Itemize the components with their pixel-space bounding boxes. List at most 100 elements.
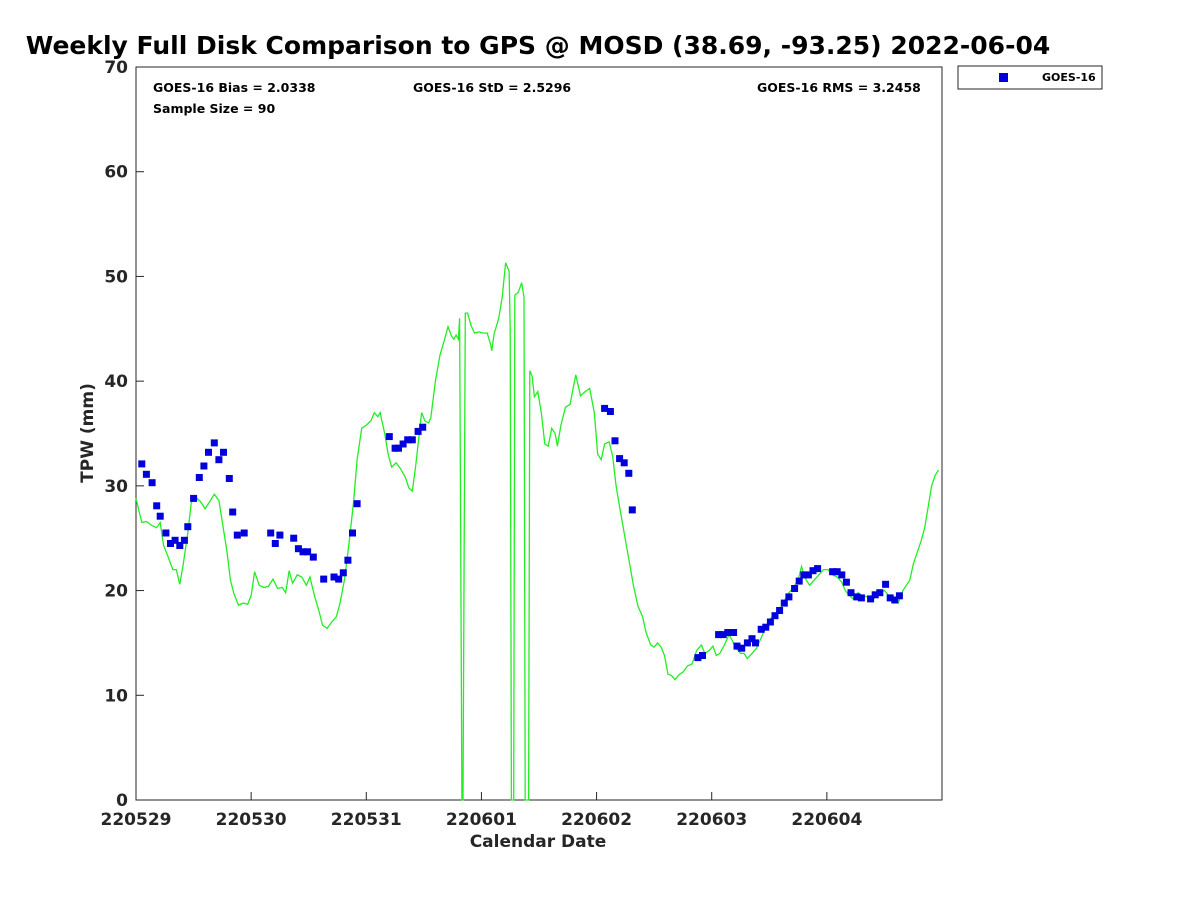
x-tick-label-220601: 220601 (446, 810, 517, 830)
goes-point-35 (349, 529, 356, 537)
goes-point-13 (200, 462, 208, 470)
x-tick-label-220530: 220530 (216, 810, 287, 830)
goes-point-41 (404, 436, 412, 444)
goes-point-1 (142, 470, 150, 478)
goes-point-32 (335, 575, 343, 583)
goes-point-2 (148, 479, 156, 487)
goes-point-19 (229, 508, 237, 516)
goes-point-46 (606, 408, 614, 415)
goes-point-72 (800, 571, 808, 579)
goes-point-8 (176, 542, 184, 549)
goes-point-48 (616, 455, 624, 463)
goes-point-78 (838, 571, 846, 579)
std-stat: GOES-16 StD = 2.5296 (413, 80, 571, 95)
goes-point-37 (385, 433, 393, 441)
x-tick-label-220529: 220529 (101, 810, 172, 830)
goes-point-9 (180, 536, 188, 544)
goes-point-31 (330, 573, 338, 581)
rms-stat: GOES-16 RMS = 3.2458 (757, 80, 921, 95)
y-tick-label-40: 40 (104, 372, 128, 392)
goes-point-53 (699, 652, 706, 659)
goes-point-70 (791, 585, 799, 592)
goes-point-28 (304, 548, 312, 556)
goes-point-75 (814, 565, 822, 573)
y-tick-label-50: 50 (104, 267, 128, 287)
goes-point-74 (809, 567, 817, 575)
goes-point-23 (271, 540, 279, 547)
x-tick-label-220604: 220604 (791, 810, 862, 830)
goes-point-52 (694, 654, 702, 662)
goes-point-73 (804, 571, 812, 579)
goes-point-43 (414, 427, 422, 435)
goes-point-54 (715, 631, 723, 639)
legend-label-goes: GOES-16 (1042, 71, 1096, 84)
goes-point-20 (233, 531, 241, 539)
x-tick-label-220603: 220603 (676, 810, 747, 830)
goes-point-88 (891, 596, 899, 604)
goes-point-42 (408, 436, 416, 444)
legend-marker-goes (999, 73, 1008, 82)
legend-box (957, 65, 1103, 90)
goes-point-3 (153, 502, 161, 510)
x-axis-label: Calendar Date (470, 832, 607, 852)
goes-point-18 (225, 475, 233, 482)
plot-area (135, 66, 943, 801)
chart-title: Weekly Full Disk Comparison to GPS @ MOS… (26, 31, 1050, 60)
goes-point-58 (733, 642, 741, 650)
y-tick-label-70: 70 (104, 58, 128, 78)
goes-point-47 (611, 437, 619, 445)
goes-point-63 (757, 625, 765, 633)
goes-point-5 (162, 529, 170, 537)
goes-point-66 (771, 612, 779, 620)
x-tick-label-220602: 220602 (561, 810, 632, 830)
goes-point-61 (748, 635, 756, 643)
goes-point-80 (847, 589, 855, 597)
goes-point-12 (195, 474, 203, 481)
goes-point-59 (738, 644, 746, 652)
goes-point-82 (857, 594, 865, 602)
goes-point-17 (220, 448, 227, 456)
goes-point-56 (724, 629, 732, 636)
goes-point-36 (353, 500, 361, 508)
goes-point-81 (853, 593, 861, 601)
goes-point-26 (294, 545, 302, 553)
goes-point-86 (882, 580, 890, 588)
y-tick-label-10: 10 (104, 686, 128, 706)
goes-point-84 (871, 591, 879, 599)
goes-point-51 (628, 506, 636, 514)
goes-point-77 (833, 568, 841, 576)
y-axis-label: TPW (mm) (78, 383, 98, 483)
axes: 0 10 20 30 40 50 60 70 220529 220530 220531 220601 2… (101, 58, 863, 830)
goes-point-64 (762, 623, 770, 631)
goes-point-14 (205, 448, 212, 456)
y-tick-label-30: 30 (104, 477, 128, 497)
goes-point-24 (276, 531, 284, 539)
goes-point-30 (320, 575, 328, 583)
goes-point-15 (210, 439, 218, 447)
goes-point-10 (184, 523, 192, 531)
goes-point-21 (240, 529, 248, 537)
y-tick-label-20: 20 (104, 582, 128, 602)
goes-point-44 (419, 423, 427, 431)
goes-point-6 (167, 540, 174, 547)
x-tick-label-220531: 220531 (331, 810, 402, 830)
goes-point-62 (752, 639, 759, 647)
goes-point-55 (719, 631, 727, 639)
goes-series (138, 404, 903, 662)
goes-point-27 (299, 548, 307, 556)
goes-point-29 (309, 553, 317, 561)
goes-point-16 (215, 456, 223, 464)
bias-stat: GOES-16 Bias = 2.0338 (153, 80, 315, 95)
goes-point-49 (620, 459, 628, 467)
goes-point-33 (339, 569, 347, 577)
goes-point-45 (601, 404, 609, 412)
goes-point-39 (395, 444, 402, 452)
legend: GOES-16 (957, 65, 1103, 90)
goes-point-67 (776, 607, 784, 614)
y-tick-label-0: 0 (116, 791, 128, 811)
goes-point-79 (842, 578, 850, 586)
goes-point-25 (290, 534, 298, 542)
goes-point-85 (876, 589, 884, 597)
goes-point-34 (344, 556, 352, 564)
